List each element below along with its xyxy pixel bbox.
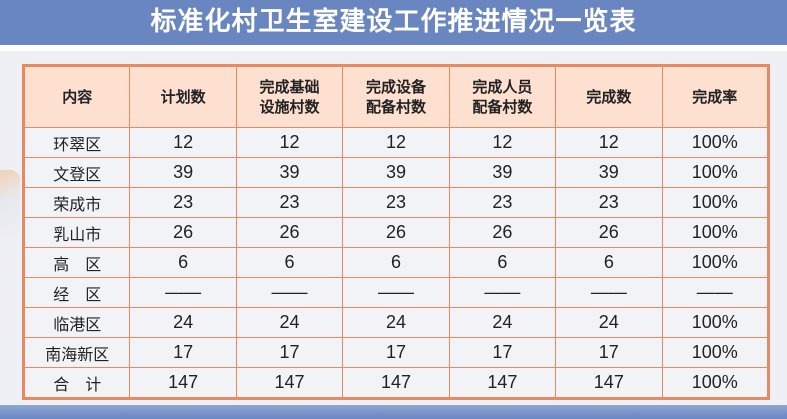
value-cell: —— (342, 277, 450, 308)
table-row: 临港区 24 24 24 24 24 100% (22, 307, 770, 338)
value-cell: 23 (342, 187, 450, 218)
value-cell: 23 (448, 187, 557, 218)
value-cell: 23 (235, 187, 344, 218)
district-cell: 荣成市 (22, 187, 131, 218)
value-cell: —— (661, 277, 770, 308)
value-cell: 147 (448, 367, 557, 399)
value-cell: —— (129, 277, 237, 308)
value-cell: 6 (235, 247, 344, 278)
value-cell: 26 (235, 217, 344, 248)
value-cell: 6 (555, 247, 663, 278)
table-row: 文登区 39 39 39 39 39 100% (22, 157, 770, 188)
header-cell: 计划数 (129, 65, 237, 128)
value-cell: 39 (448, 157, 557, 188)
header-cell: 内容 (22, 65, 131, 128)
header-cell: 完成设备配备村数 (342, 65, 450, 128)
value-cell: 17 (555, 337, 663, 368)
value-cell: 100% (661, 307, 770, 338)
value-cell: 147 (342, 367, 450, 399)
value-cell: 24 (448, 307, 557, 338)
table-row: 高 区 6 6 6 6 6 100% (22, 247, 770, 278)
header-text: 完成基础设施村数 (259, 78, 320, 116)
district-cell: 临港区 (22, 307, 131, 338)
district-cell: 文登区 (22, 157, 131, 188)
value-cell: 100% (661, 157, 770, 188)
value-cell: 23 (129, 187, 237, 218)
value-cell: 6 (448, 247, 557, 278)
header-cell: 完成数 (555, 65, 663, 128)
table-row: 环翠区 12 12 12 12 12 100% (22, 127, 770, 158)
header-row: 内容 计划数 完成基础设施村数 完成设备配备村数 完成人员配备村数 完成数 完成… (22, 65, 770, 128)
value-cell: 100% (661, 247, 770, 278)
decorative-figure-icon (0, 170, 20, 240)
value-cell: 39 (235, 157, 344, 188)
divider (0, 45, 787, 51)
header-cell: 完成率 (661, 65, 770, 128)
value-cell: 147 (129, 367, 237, 399)
header-cell: 完成基础设施村数 (235, 65, 344, 128)
table-row: 荣成市 23 23 23 23 23 100% (22, 187, 770, 218)
value-cell: 24 (342, 307, 450, 338)
value-cell: 17 (129, 337, 237, 368)
table-row: 经 区 —— —— —— —— —— —— (22, 277, 770, 308)
value-cell: 100% (661, 217, 770, 248)
value-cell: —— (555, 277, 663, 308)
district-cell: 高 区 (22, 247, 131, 278)
bottom-bar (0, 405, 787, 419)
value-cell: 100% (661, 187, 770, 218)
district-cell: 南海新区 (22, 337, 131, 368)
value-cell: 6 (129, 247, 237, 278)
value-cell: 17 (235, 337, 344, 368)
value-cell: 100% (661, 367, 770, 399)
progress-table: 内容 计划数 完成基础设施村数 完成设备配备村数 完成人员配备村数 完成数 完成… (22, 64, 770, 400)
district-cell: 环翠区 (22, 127, 131, 158)
value-cell: 26 (342, 217, 450, 248)
header-text: 完成人员配备村数 (472, 78, 533, 116)
value-cell: 39 (342, 157, 450, 188)
value-cell: 12 (235, 127, 344, 158)
value-cell: 26 (448, 217, 557, 248)
value-cell: 12 (448, 127, 557, 158)
value-cell: 24 (235, 307, 344, 338)
value-cell: —— (448, 277, 557, 308)
page-title: 标准化村卫生室建设工作推进情况一览表 (0, 0, 787, 45)
district-cell: 合 计 (22, 367, 131, 399)
value-cell: 12 (342, 127, 450, 158)
value-cell: 12 (129, 127, 237, 158)
value-cell: 17 (448, 337, 557, 368)
value-cell: 6 (342, 247, 450, 278)
value-cell: 26 (129, 217, 237, 248)
value-cell: 24 (555, 307, 663, 338)
value-cell: 23 (555, 187, 663, 218)
table-row: 合 计 147 147 147 147 147 100% (22, 367, 770, 399)
value-cell: 24 (129, 307, 237, 338)
header-text: 完成设备配备村数 (365, 78, 426, 116)
value-cell: 39 (129, 157, 237, 188)
value-cell: 147 (555, 367, 663, 399)
district-cell: 乳山市 (22, 217, 131, 248)
value-cell: 17 (342, 337, 450, 368)
value-cell: —— (235, 277, 344, 308)
value-cell: 39 (555, 157, 663, 188)
value-cell: 12 (555, 127, 663, 158)
value-cell: 26 (555, 217, 663, 248)
table-row: 乳山市 26 26 26 26 26 100% (22, 217, 770, 248)
district-cell: 经 区 (22, 277, 131, 308)
table-row: 南海新区 17 17 17 17 17 100% (22, 337, 770, 368)
value-cell: 100% (661, 127, 770, 158)
value-cell: 100% (661, 337, 770, 368)
header-cell: 完成人员配备村数 (448, 65, 557, 128)
value-cell: 147 (235, 367, 344, 399)
